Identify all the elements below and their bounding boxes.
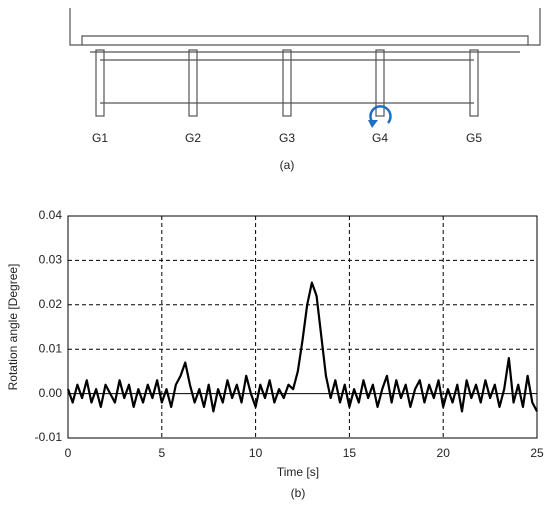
girder-label: G1 xyxy=(92,131,108,145)
girder xyxy=(188,49,198,117)
y-tick-label: 0.03 xyxy=(39,253,63,267)
y-tick-label: 0.04 xyxy=(39,208,63,222)
girder xyxy=(282,49,292,117)
girder-label: G4 xyxy=(372,131,388,145)
girder xyxy=(95,49,105,117)
x-axis-label: Time [s] xyxy=(277,465,319,479)
x-tick-label: 15 xyxy=(343,446,357,460)
arrow-head xyxy=(368,120,378,128)
girders xyxy=(95,49,479,117)
girder-label: G2 xyxy=(185,131,201,145)
data-line xyxy=(66,281,538,413)
y-axis-label: Rotation angle [Degree] xyxy=(6,264,20,391)
caption: (b) xyxy=(291,486,306,500)
girder xyxy=(469,49,479,117)
x-tick-label: 25 xyxy=(530,446,544,460)
y-tick-label: 0.00 xyxy=(39,386,63,400)
girder xyxy=(375,49,385,117)
x-tick-label: 5 xyxy=(158,446,165,460)
girder-label: G5 xyxy=(466,131,482,145)
deck xyxy=(69,8,541,46)
caption: (a) xyxy=(280,158,295,172)
x-tick-label: 20 xyxy=(437,446,451,460)
plot-frame xyxy=(67,215,538,439)
x-tick-label: 10 xyxy=(249,446,263,460)
x-tick-label: 0 xyxy=(65,446,72,460)
y-tick-label: 0.02 xyxy=(39,297,63,311)
y-tick-label: 0.01 xyxy=(39,341,63,355)
rotation-arrow xyxy=(369,105,392,125)
girder-label: G3 xyxy=(279,131,295,145)
y-tick-label: -0.01 xyxy=(35,430,63,444)
bridge-section xyxy=(69,8,541,117)
